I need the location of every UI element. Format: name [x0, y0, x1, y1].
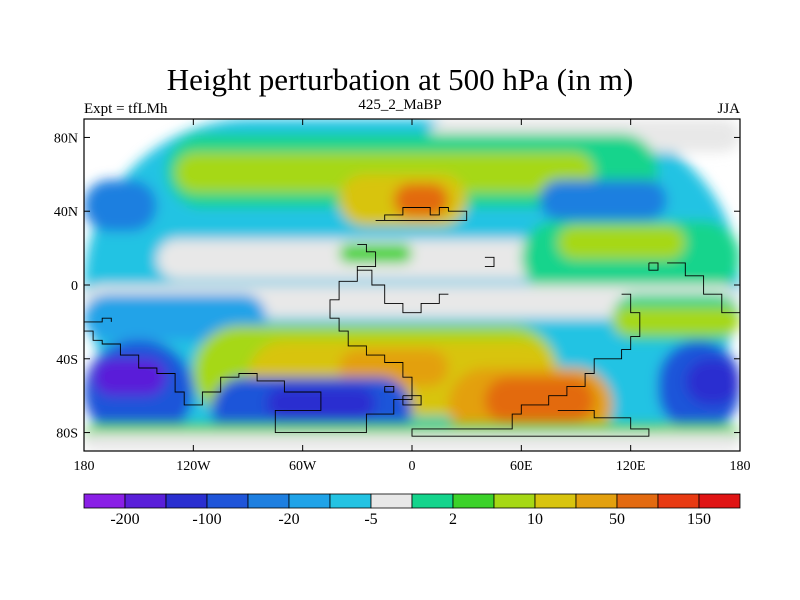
- axis-ticks: 180 120W 60W 0 60E 120E 180 80N 40N 0 40S 80S: [54, 119, 751, 474]
- colorbar-box: [288, 493, 331, 509]
- x-tick-label: 0: [409, 459, 416, 474]
- colorbar-label: 50: [609, 511, 625, 528]
- coastline-segment-8: [84, 317, 112, 323]
- colorbar-box: [698, 493, 741, 509]
- coastline-segment-10: [402, 395, 422, 406]
- colorbar-box: [165, 493, 208, 509]
- field-region-11: [557, 225, 686, 260]
- colorbar-box: [247, 493, 290, 509]
- coastline-segment-6: [667, 262, 740, 314]
- field-region-3: [175, 152, 595, 193]
- coastline-segment-2: [375, 207, 468, 221]
- colorbar-label: -200: [110, 511, 139, 528]
- coastline-segment-3: [357, 243, 376, 253]
- colorbar-box: [124, 493, 167, 509]
- x-tick-label: 180: [74, 459, 95, 474]
- colorbar-box: [575, 493, 618, 509]
- chart-title: Height perturbation at 500 hPa (in m): [166, 62, 634, 97]
- y-tick-label: 80N: [54, 131, 78, 146]
- colorbar-label: 150: [687, 511, 711, 528]
- coastline-segment-4: [484, 256, 495, 268]
- colorbar-box: [206, 493, 249, 509]
- field-region-26: [685, 358, 740, 405]
- field-region-15: [612, 307, 740, 335]
- colorbar-box: [370, 493, 413, 509]
- right-string: JJA: [717, 101, 740, 117]
- y-tick-label: 0: [71, 279, 78, 294]
- colorbar-label: -100: [192, 511, 221, 528]
- field-region-6: [84, 179, 157, 232]
- colorbar-box: [452, 493, 495, 509]
- field-region-5: [393, 183, 449, 217]
- field-region-20: [484, 377, 595, 424]
- coastline-segment-1: [357, 269, 449, 314]
- field-region-18: [339, 349, 449, 387]
- colorbar-box: [493, 493, 536, 509]
- colorbar-label: -20: [278, 511, 299, 528]
- colorbar-box: [534, 493, 577, 509]
- x-tick-label: 60E: [510, 459, 533, 474]
- coastline-outline: [84, 207, 740, 437]
- colorbar: -200 -100 -20 -5 2 10 50 150: [83, 493, 741, 528]
- x-tick-label: 120E: [616, 459, 646, 474]
- x-tick-label: 120W: [176, 459, 211, 474]
- x-tick-label: 180: [730, 459, 751, 474]
- field-region-28: [84, 432, 740, 451]
- colorbar-box: [329, 493, 372, 509]
- colorbar-box: [83, 493, 126, 509]
- left-string: Expt = tfLMh: [84, 101, 168, 117]
- coastline-segment-9: [384, 385, 395, 393]
- x-tick-label: 60W: [289, 459, 317, 474]
- y-tick-label: 80S: [56, 427, 78, 442]
- field-region-13: [84, 294, 267, 341]
- colorbar-box: [657, 493, 700, 509]
- colorbar-label: -5: [364, 511, 377, 528]
- coastline-segment-7: [411, 293, 650, 437]
- coastline-segment-5: [648, 262, 659, 271]
- y-tick-label: 40N: [54, 205, 78, 220]
- colorbar-label: 10: [527, 511, 543, 528]
- colorbar-box: [616, 493, 659, 509]
- field-region-22: [93, 358, 166, 396]
- height-field: [84, 119, 740, 451]
- coastline-segment-0: [84, 251, 413, 434]
- field-region-7: [539, 179, 668, 221]
- center-string: 425_2_MaBP: [358, 97, 442, 113]
- y-tick-label: 40S: [56, 353, 78, 368]
- colorbar-box: [411, 493, 454, 509]
- colorbar-label: 2: [449, 511, 457, 528]
